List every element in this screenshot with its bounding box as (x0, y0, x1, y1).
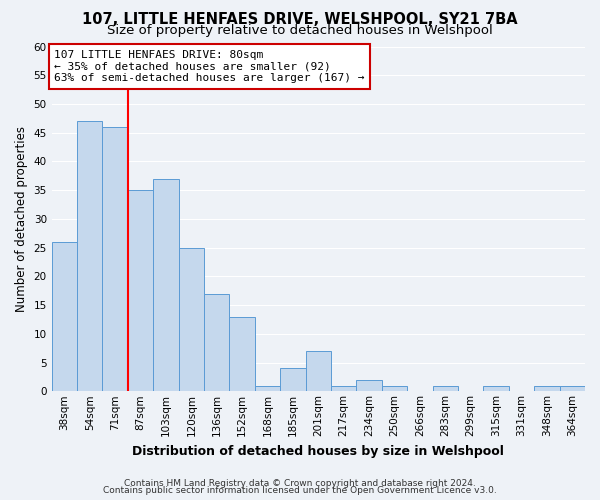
Bar (331, 386, 356, 392)
Bar (484, 386, 509, 392)
Bar (77, 121, 103, 392)
Text: Size of property relative to detached houses in Welshpool: Size of property relative to detached ho… (107, 24, 493, 37)
Bar (52, 242, 77, 392)
Bar (255, 386, 280, 392)
Bar (280, 368, 305, 392)
Y-axis label: Number of detached properties: Number of detached properties (15, 126, 28, 312)
Bar (560, 386, 585, 392)
Bar (229, 316, 255, 392)
Bar (382, 386, 407, 392)
Bar (153, 178, 179, 392)
Bar (204, 294, 229, 392)
Bar (103, 127, 128, 392)
Bar (433, 386, 458, 392)
Text: Contains public sector information licensed under the Open Government Licence v3: Contains public sector information licen… (103, 486, 497, 495)
Bar (305, 351, 331, 392)
Bar (534, 386, 560, 392)
Bar (128, 190, 153, 392)
X-axis label: Distribution of detached houses by size in Welshpool: Distribution of detached houses by size … (133, 444, 504, 458)
Bar (179, 248, 204, 392)
Text: Contains HM Land Registry data © Crown copyright and database right 2024.: Contains HM Land Registry data © Crown c… (124, 478, 476, 488)
Bar (356, 380, 382, 392)
Text: 107, LITTLE HENFAES DRIVE, WELSHPOOL, SY21 7BA: 107, LITTLE HENFAES DRIVE, WELSHPOOL, SY… (82, 12, 518, 28)
Text: 107 LITTLE HENFAES DRIVE: 80sqm
← 35% of detached houses are smaller (92)
63% of: 107 LITTLE HENFAES DRIVE: 80sqm ← 35% of… (55, 50, 365, 83)
